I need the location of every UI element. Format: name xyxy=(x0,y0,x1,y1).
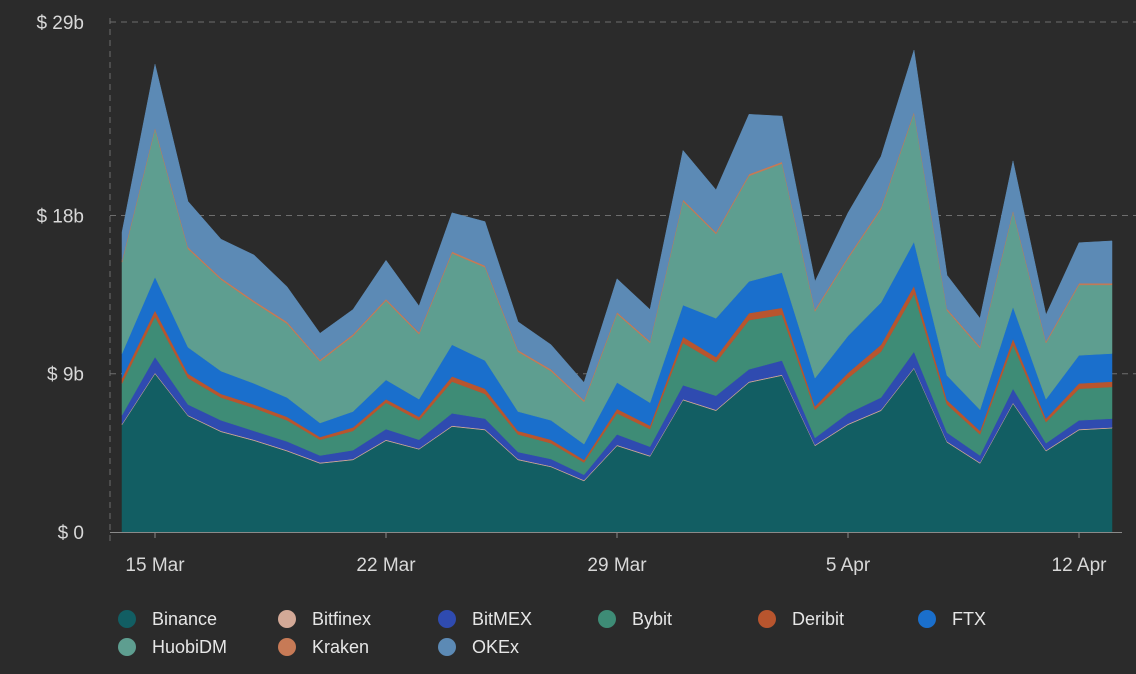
area-layer xyxy=(121,50,1113,533)
legend-label: OKEx xyxy=(472,636,520,657)
legend-item-binance[interactable]: Binance xyxy=(118,608,278,630)
x-tick-label: 12 Apr xyxy=(1052,555,1108,576)
legend-label: Kraken xyxy=(312,636,370,657)
legend-swatch xyxy=(438,610,456,628)
legend-label: BitMEX xyxy=(472,608,533,629)
x-tick-label: 15 Mar xyxy=(125,555,185,576)
y-tick-label: $ 18b xyxy=(36,206,84,227)
legend-item-kraken[interactable]: Kraken xyxy=(278,636,438,658)
x-tick-label: 29 Mar xyxy=(587,555,647,576)
legend-swatch xyxy=(438,638,456,656)
legend-swatch xyxy=(278,638,296,656)
legend-item-deribit[interactable]: Deribit xyxy=(758,608,918,630)
series-area-okex xyxy=(121,50,1113,401)
axis-layer: $ 0 $ 9b $ 18b $ 29b 15 Mar 22 Mar 29 Mar 5 Apr… xyxy=(36,13,1122,576)
legend-label: Bitfinex xyxy=(312,608,372,629)
legend-item-okex[interactable]: OKEx xyxy=(438,636,598,658)
x-tick-label: 5 Apr xyxy=(826,555,871,576)
legend-swatch xyxy=(598,610,616,628)
y-tick-label: $ 9b xyxy=(47,365,84,386)
legend-item-ftx[interactable]: FTX xyxy=(918,608,1078,630)
legend-label: FTX xyxy=(952,608,986,629)
legend-item-huobidm[interactable]: HuobiDM xyxy=(118,636,278,658)
legend-label: Deribit xyxy=(792,608,845,629)
y-tick-label: $ 29b xyxy=(36,13,84,34)
legend-item-bitmex[interactable]: BitMEX xyxy=(438,608,598,630)
legend: Binance Bitfinex BitMEX Bybit Deribit FTX Huob… xyxy=(118,608,1098,658)
stacked-area-chart: $ 0 $ 9b $ 18b $ 29b 15 Mar 22 Mar 29 Mar 5 Apr… xyxy=(36,13,1136,576)
legend-swatch xyxy=(118,610,136,628)
legend-swatch xyxy=(918,610,936,628)
legend-swatch xyxy=(278,610,296,628)
legend-label: Bybit xyxy=(632,608,673,629)
x-tick-label: 22 Mar xyxy=(356,555,416,576)
legend-item-bybit[interactable]: Bybit xyxy=(598,608,758,630)
legend-label: Binance xyxy=(152,608,218,629)
legend-label: HuobiDM xyxy=(152,636,228,657)
y-tick-label: $ 0 xyxy=(58,523,84,544)
legend-swatch xyxy=(758,610,776,628)
legend-item-bitfinex[interactable]: Bitfinex xyxy=(278,608,438,630)
legend-swatch xyxy=(118,638,136,656)
